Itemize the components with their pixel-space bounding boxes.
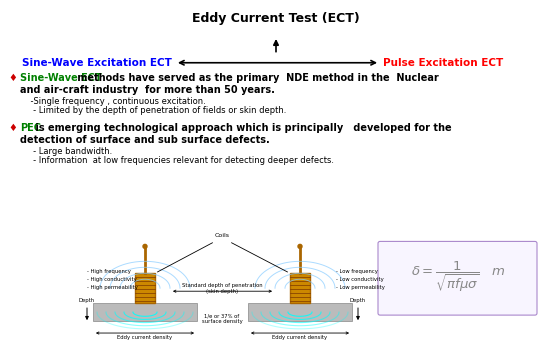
Text: Eddy Current Test (ECT): Eddy Current Test (ECT) [192,12,360,25]
Text: $\delta = \dfrac{1}{\sqrt{\pi f \mu \sigma}}$   $m$: $\delta = \dfrac{1}{\sqrt{\pi f \mu \sig… [411,259,506,294]
Circle shape [298,244,302,248]
Text: - High permeability: - High permeability [87,285,138,290]
Text: - Low frequency: - Low frequency [336,269,378,274]
Text: is emerging technological approach which is principally   developed for the: is emerging technological approach which… [33,123,452,133]
Text: - Limited by the depth of penetration of fields or skin depth.: - Limited by the depth of penetration of… [20,106,286,115]
Text: -Single frequency , continuous excitation.: -Single frequency , continuous excitatio… [20,97,206,106]
Text: Pulse Excitation ECT: Pulse Excitation ECT [383,58,503,68]
Text: Eddy current density: Eddy current density [273,335,327,340]
Text: Coils: Coils [215,234,230,238]
Bar [135,273,155,303]
Text: - Low permeability: - Low permeability [336,285,385,290]
Text: Sine-Wave ECT: Sine-Wave ECT [20,73,102,83]
Text: - High frequency: - High frequency [87,269,131,274]
Text: - Information  at low frequencies relevant for detecting deeper defects.: - Information at low frequencies relevan… [20,157,334,165]
Text: and air-craft industry  for more than 50 years.: and air-craft industry for more than 50 … [20,85,275,95]
Bar [93,303,197,321]
FancyBboxPatch shape [378,241,537,315]
Text: 1/e or 37% of
surface density: 1/e or 37% of surface density [201,313,242,324]
Text: Depth: Depth [350,298,366,303]
Text: Sine-Wave Excitation ECT: Sine-Wave Excitation ECT [22,58,172,68]
Text: Depth: Depth [79,298,95,303]
Circle shape [143,244,147,248]
Text: ♦: ♦ [8,123,17,133]
Text: - Low conductivity: - Low conductivity [336,277,384,282]
Bar [248,303,352,321]
Text: detection of surface and sub surface defects.: detection of surface and sub surface def… [20,135,270,145]
Text: - Large bandwidth.: - Large bandwidth. [20,147,112,157]
Text: Eddy current density: Eddy current density [118,335,173,340]
Text: ♦: ♦ [8,73,17,83]
Text: - High conductivity: - High conductivity [87,277,137,282]
Text: PEC: PEC [20,123,41,133]
Text: Standard depth of penetration
(skin depth): Standard depth of penetration (skin dept… [182,283,262,294]
Text: methods have served as the primary  NDE method in the  Nuclear: methods have served as the primary NDE m… [74,73,439,83]
Bar [290,273,310,303]
